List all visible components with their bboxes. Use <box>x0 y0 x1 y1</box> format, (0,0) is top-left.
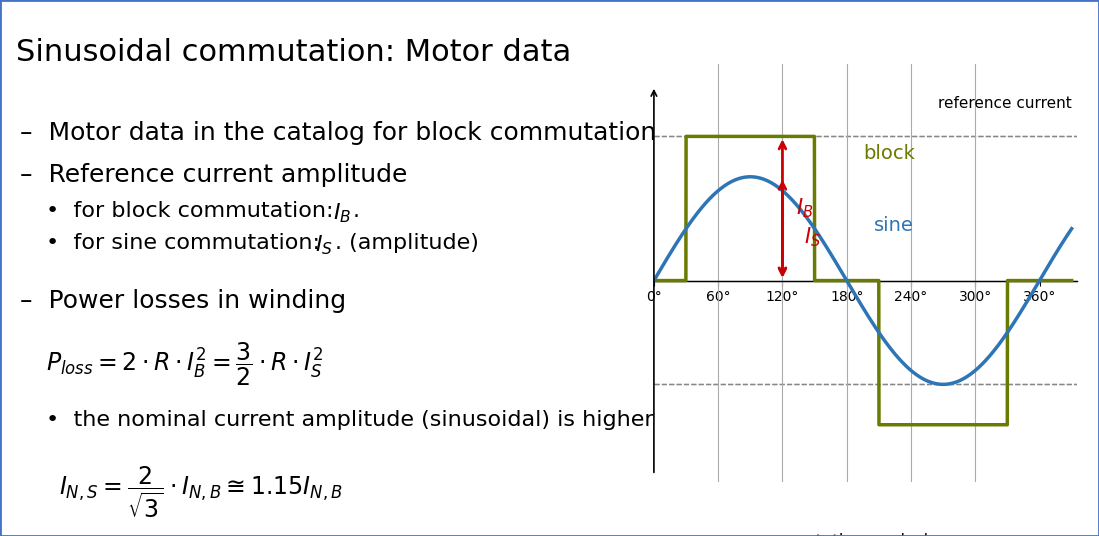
Text: sine: sine <box>874 217 913 235</box>
Text: reference current: reference current <box>937 96 1072 111</box>
Text: $I_{N,S} = \dfrac{2}{\sqrt{3}} \cdot I_{N,B} \cong 1.15 I_{N,B}$: $I_{N,S} = \dfrac{2}{\sqrt{3}} \cdot I_{… <box>59 464 343 519</box>
Text: $\mathit{I_B}$: $\mathit{I_B}$ <box>797 197 813 220</box>
Text: •  for sine commutation:: • for sine commutation: <box>46 233 328 253</box>
Text: –  Power losses in winding: – Power losses in winding <box>20 289 346 314</box>
Text: .: . <box>353 201 359 221</box>
Text: –  Motor data in the catalog for block commutation: – Motor data in the catalog for block co… <box>20 121 656 145</box>
Text: block: block <box>863 144 914 163</box>
Text: $I_S$: $I_S$ <box>315 233 333 257</box>
Text: •  the nominal current amplitude (sinusoidal) is higher than the nominal current: • the nominal current amplitude (sinusoi… <box>46 410 1046 430</box>
Text: $\mathit{I_S}$: $\mathit{I_S}$ <box>803 226 821 249</box>
Text: $I_B$: $I_B$ <box>333 201 352 225</box>
Text: –  Reference current amplitude: – Reference current amplitude <box>20 163 407 188</box>
Text: . (amplitude): . (amplitude) <box>335 233 479 253</box>
Text: Sinusoidal commutation: Motor data: Sinusoidal commutation: Motor data <box>16 38 571 66</box>
Text: $P_{loss} = 2 \cdot R \cdot I_B^2 = \dfrac{3}{2} \cdot R \cdot I_S^2$: $P_{loss} = 2 \cdot R \cdot I_B^2 = \dfr… <box>46 340 323 388</box>
Text: •  for block commutation:: • for block commutation: <box>46 201 341 221</box>
X-axis label: rotation angle ϕ: rotation angle ϕ <box>799 533 932 536</box>
